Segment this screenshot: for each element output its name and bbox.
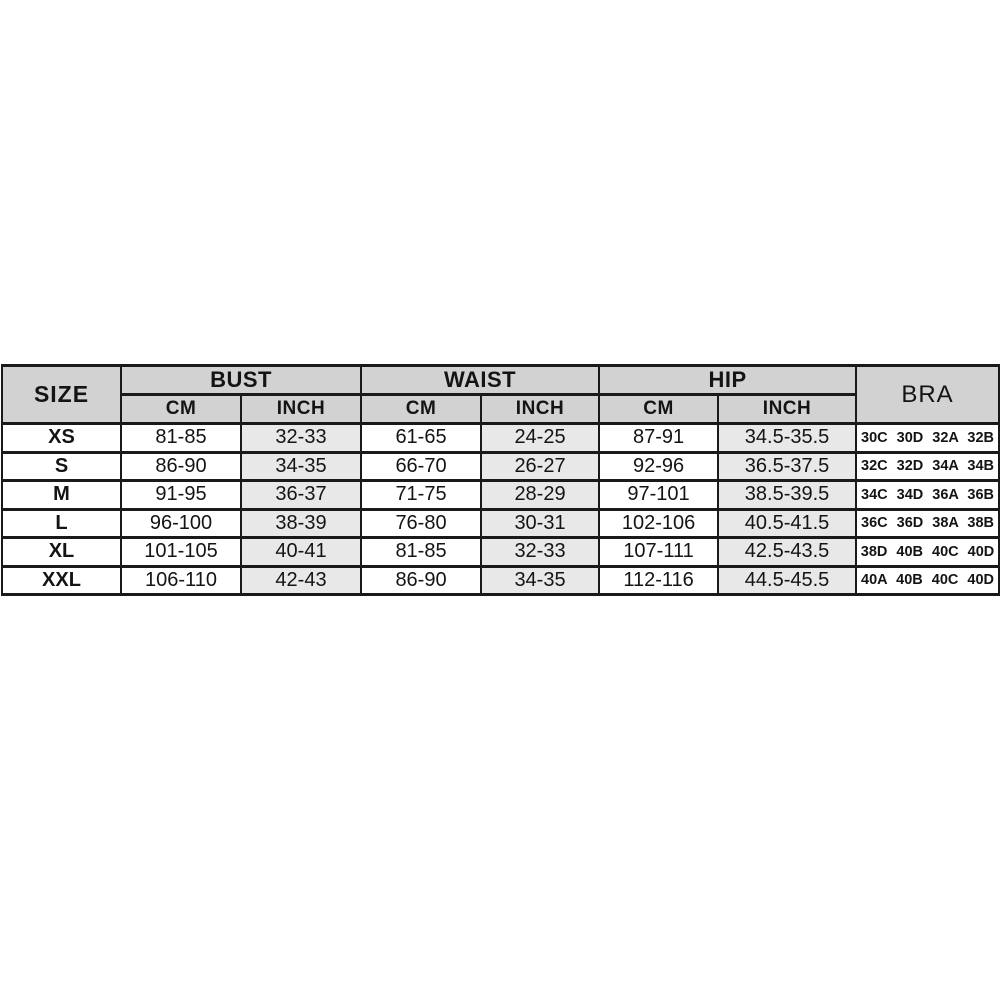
table-row-l: L 96-100 38-39 76-80 30-31 102-106 40.5-… — [1, 507, 1000, 539]
size-chart-body: XS 81-85 32-33 61-65 24-25 87-91 34.5-35… — [1, 422, 1000, 596]
size-cell: XL — [1, 536, 122, 568]
hip-cm-cell: 112-116 — [598, 564, 720, 596]
bra-cell: 34C 34D 36A 36B — [855, 479, 1000, 511]
waist-inch-cell: 26-27 — [480, 450, 601, 482]
table-row-m: M 91-95 36-37 71-75 28-29 97-101 38.5-39… — [1, 479, 1000, 511]
hip-inch-cell: 36.5-37.5 — [717, 450, 858, 482]
header-bra: BRA — [855, 364, 1000, 425]
waist-inch-cell: 30-31 — [480, 507, 601, 539]
bust-inch-cell: 32-33 — [239, 422, 363, 454]
waist-cm-cell: 66-70 — [360, 450, 483, 482]
bust-inch-cell: 34-35 — [239, 450, 363, 482]
waist-cm-cell: 86-90 — [360, 564, 483, 596]
bust-inch-cell: 40-41 — [239, 536, 363, 568]
bust-cm-cell: 91-95 — [120, 479, 242, 511]
header-bust-inch: INCH — [239, 393, 363, 425]
table-row-xl: XL 101-105 40-41 81-85 32-33 107-111 42.… — [1, 536, 1000, 568]
size-cell: XS — [1, 422, 122, 454]
header-hip-cm: CM — [598, 393, 720, 425]
bra-cell: 38D 40B 40C 40D — [855, 536, 1000, 568]
bust-inch-cell: 36-37 — [239, 479, 363, 511]
waist-cm-cell: 81-85 — [360, 536, 483, 568]
hip-inch-cell: 38.5-39.5 — [717, 479, 858, 511]
hip-inch-cell: 40.5-41.5 — [717, 507, 858, 539]
waist-cm-cell: 61-65 — [360, 422, 483, 454]
table-row-s: S 86-90 34-35 66-70 26-27 92-96 36.5-37.… — [1, 450, 1000, 482]
waist-inch-cell: 32-33 — [480, 536, 601, 568]
header-waist: WAIST — [360, 364, 601, 396]
bra-cell: 32C 32D 34A 34B — [855, 450, 1000, 482]
size-cell: M — [1, 479, 122, 511]
header-waist-cm: CM — [360, 393, 483, 425]
waist-cm-cell: 71-75 — [360, 479, 483, 511]
size-cell: S — [1, 450, 122, 482]
hip-inch-cell: 34.5-35.5 — [717, 422, 858, 454]
waist-inch-cell: 28-29 — [480, 479, 601, 511]
waist-inch-cell: 34-35 — [480, 564, 601, 596]
size-chart-header: SIZE BUST WAIST HIP BRA CM INCH CM INCH … — [1, 364, 1000, 425]
bust-cm-cell: 96-100 — [120, 507, 242, 539]
table-row-xxl: XXL 106-110 42-43 86-90 34-35 112-116 44… — [1, 564, 1000, 596]
bra-cell: 30C 30D 32A 32B — [855, 422, 1000, 454]
header-bust-cm: CM — [120, 393, 242, 425]
bust-cm-cell: 101-105 — [120, 536, 242, 568]
bust-inch-cell: 38-39 — [239, 507, 363, 539]
header-hip: HIP — [598, 364, 858, 396]
header-size: SIZE — [1, 364, 122, 425]
header-unit-row: CM INCH CM INCH CM INCH — [2, 393, 999, 425]
bust-cm-cell: 81-85 — [120, 422, 242, 454]
size-chart-table: SIZE BUST WAIST HIP BRA CM INCH CM INCH … — [1, 364, 1000, 596]
bra-cell: 36C 36D 38A 38B — [855, 507, 1000, 539]
header-group-row: SIZE BUST WAIST HIP BRA — [1, 364, 1000, 425]
header-waist-inch: INCH — [480, 393, 601, 425]
table-row-xs: XS 81-85 32-33 61-65 24-25 87-91 34.5-35… — [1, 422, 1000, 454]
bust-cm-cell: 86-90 — [120, 450, 242, 482]
hip-inch-cell: 44.5-45.5 — [717, 564, 858, 596]
size-cell: XXL — [1, 564, 122, 596]
size-cell: L — [1, 507, 122, 539]
hip-cm-cell: 87-91 — [598, 422, 720, 454]
waist-cm-cell: 76-80 — [360, 507, 483, 539]
bra-cell: 40A 40B 40C 40D — [855, 564, 1000, 596]
header-hip-inch: INCH — [717, 393, 858, 425]
hip-cm-cell: 102-106 — [598, 507, 720, 539]
hip-cm-cell: 97-101 — [598, 479, 720, 511]
hip-cm-cell: 107-111 — [598, 536, 720, 568]
bust-inch-cell: 42-43 — [239, 564, 363, 596]
waist-inch-cell: 24-25 — [480, 422, 601, 454]
hip-cm-cell: 92-96 — [598, 450, 720, 482]
hip-inch-cell: 42.5-43.5 — [717, 536, 858, 568]
bust-cm-cell: 106-110 — [120, 564, 242, 596]
header-bust: BUST — [119, 364, 363, 396]
